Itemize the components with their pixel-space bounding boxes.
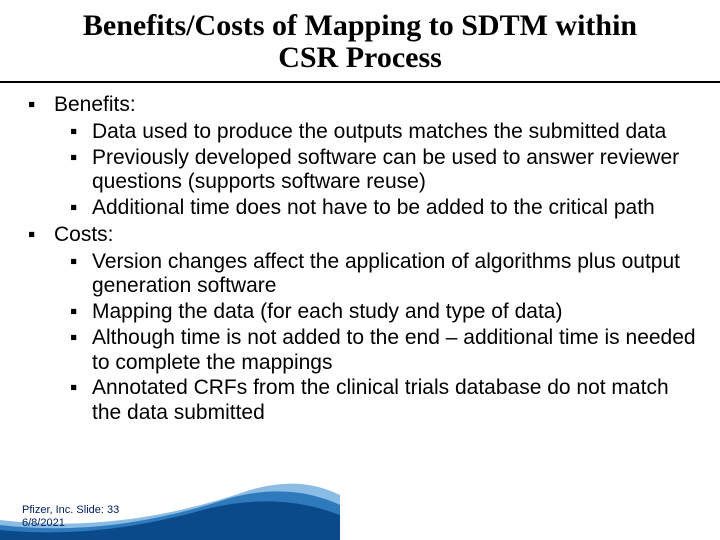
list-item: ▪ Previously developed software can be u… <box>70 146 702 196</box>
benefit-item-3: Additional time does not have to be adde… <box>92 196 655 221</box>
costs-label: Costs: <box>54 223 114 248</box>
list-item: ▪ Version changes affect the application… <box>70 250 702 300</box>
title-line-1: Benefits/Costs of Mapping to SDTM within <box>83 9 637 42</box>
square-bullet-icon: ▪ <box>70 326 92 376</box>
benefits-label: Benefits: <box>54 93 136 118</box>
benefits-heading: ▪ Benefits: <box>26 93 702 118</box>
slide: Benefits/Costs of Mapping to SDTM within… <box>0 0 720 540</box>
list-item: ▪ Although time is not added to the end … <box>70 326 702 376</box>
list-item: ▪ Annotated CRFs from the clinical trial… <box>70 376 702 426</box>
footer-org-slide: Pfizer, Inc. Slide: 33 <box>22 504 119 517</box>
square-bullet-icon: ▪ <box>70 300 92 325</box>
slide-footer: Pfizer, Inc. Slide: 33 6/8/2021 <box>22 504 119 530</box>
cost-item-2: Mapping the data (for each study and typ… <box>92 300 562 325</box>
square-bullet-icon: ▪ <box>70 376 92 426</box>
square-bullet-icon: ▪ <box>26 223 54 248</box>
square-bullet-icon: ▪ <box>70 120 92 145</box>
cost-item-1: Version changes affect the application o… <box>92 250 702 300</box>
title-line-2: CSR Process <box>278 41 442 74</box>
list-item: ▪ Mapping the data (for each study and t… <box>70 300 702 325</box>
slide-title: Benefits/Costs of Mapping to SDTM within… <box>18 10 702 79</box>
footer-date: 6/8/2021 <box>22 517 119 530</box>
cost-item-4: Annotated CRFs from the clinical trials … <box>92 376 702 426</box>
title-underline <box>0 81 720 83</box>
list-item: ▪ Data used to produce the outputs match… <box>70 120 702 145</box>
list-item: ▪ Additional time does not have to be ad… <box>70 196 702 221</box>
square-bullet-icon: ▪ <box>26 93 54 118</box>
square-bullet-icon: ▪ <box>70 250 92 300</box>
square-bullet-icon: ▪ <box>70 196 92 221</box>
benefit-item-2: Previously developed software can be use… <box>92 146 702 196</box>
costs-heading: ▪ Costs: <box>26 223 702 248</box>
cost-item-3: Although time is not added to the end – … <box>92 326 702 376</box>
content-body: ▪ Benefits: ▪ Data used to produce the o… <box>18 93 702 426</box>
square-bullet-icon: ▪ <box>70 146 92 196</box>
benefit-item-1: Data used to produce the outputs matches… <box>92 120 666 145</box>
